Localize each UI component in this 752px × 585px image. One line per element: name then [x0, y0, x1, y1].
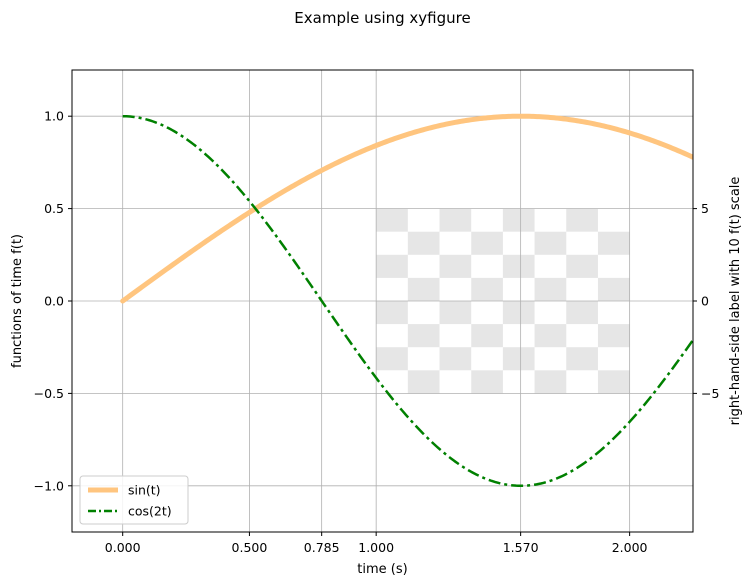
inset-cell: [597, 347, 630, 371]
y-axis-label: functions of time f(t): [10, 234, 25, 368]
inset-cell: [502, 347, 535, 371]
grid: [72, 70, 693, 532]
inset-cell: [566, 208, 599, 232]
inset-cell: [502, 231, 535, 256]
inset-cell: [566, 370, 599, 394]
inset-cell: [502, 277, 535, 302]
inset-cell: [407, 324, 440, 348]
inset-cell: [407, 301, 440, 325]
series-lines: [120, 113, 693, 488]
inset-cell: [534, 277, 567, 302]
y-tick-label: 0.5: [44, 201, 64, 216]
x-tick-label: 1.570: [503, 540, 539, 555]
inset-cell: [471, 347, 504, 371]
inset-cell: [502, 324, 535, 348]
x-tick-label: 1.000: [358, 540, 394, 555]
x-axis-ticks: 0.000 0.500 0.785 1.000 1.570 2.000: [105, 532, 648, 555]
inset-cell: [439, 254, 472, 279]
inset-image: [376, 208, 630, 394]
inset-cell: [597, 370, 630, 394]
y-tick-label: 1.0: [44, 109, 64, 124]
chart-title: Example using xyfigure: [294, 9, 470, 27]
inset-cell: [534, 254, 567, 279]
inset-cell: [566, 301, 599, 325]
inset-cell: [407, 277, 440, 302]
inset-cell: [566, 231, 599, 256]
y-right-tick-label: 0: [701, 294, 709, 309]
inset-cell: [597, 324, 630, 348]
y-right-axis-ticks: −5 0 5: [693, 201, 719, 401]
inset-cell: [471, 277, 504, 302]
inset-cell: [597, 254, 630, 279]
inset-cell: [534, 231, 567, 256]
inset-cell: [502, 370, 535, 394]
inset-cell: [597, 208, 630, 232]
y-tick-label: −1.0: [34, 478, 64, 493]
inset-cell: [534, 370, 567, 394]
inset-cell: [502, 208, 535, 232]
inset-cell: [471, 208, 504, 232]
inset-cell: [376, 301, 409, 325]
x-tick-label: 2.000: [612, 540, 648, 555]
y-right-axis-label: right-hand-side label with 10 f(t) scale: [728, 177, 743, 426]
y-right-tick-label: 5: [701, 201, 709, 216]
legend-label: cos(2t): [128, 504, 172, 519]
inset-cell: [566, 324, 599, 348]
inset-cell: [439, 277, 472, 302]
legend: sin(t) cos(2t): [79, 475, 189, 525]
inset-cell: [534, 208, 567, 232]
series-line-1: [120, 113, 693, 304]
inset-cell: [471, 231, 504, 256]
inset-cell: [376, 277, 409, 302]
inset-cell: [439, 208, 472, 232]
inset-cell: [534, 347, 567, 371]
inset-cell: [407, 347, 440, 371]
inset-cell: [439, 370, 472, 394]
inset-cell: [407, 231, 440, 256]
inset-cell: [471, 254, 504, 279]
inset-cell: [597, 301, 630, 325]
inset-cell: [502, 301, 535, 325]
inset-cell: [376, 324, 409, 348]
inset-cell: [439, 301, 472, 325]
y-right-tick-label: −5: [701, 386, 719, 401]
inset-cell: [376, 208, 409, 232]
x-tick-label: 0.785: [304, 540, 340, 555]
inset-cell: [439, 347, 472, 371]
inset-cell: [471, 301, 504, 325]
inset-cell: [597, 231, 630, 256]
inset-cell: [566, 277, 599, 302]
inset-cell: [502, 254, 535, 279]
y-tick-label: 0.0: [44, 294, 64, 309]
inset-cell: [439, 231, 472, 256]
x-tick-label: 0.500: [232, 540, 268, 555]
legend-label: sin(t): [128, 483, 161, 498]
inset-cell: [566, 254, 599, 279]
inset-cell: [407, 254, 440, 279]
inset-cell: [534, 324, 567, 348]
inset-cell: [534, 301, 567, 325]
inset-cell: [566, 347, 599, 371]
inset-cell: [376, 370, 409, 394]
inset-cell: [471, 324, 504, 348]
inset-cell: [376, 254, 409, 279]
inset-cell: [376, 231, 409, 256]
x-tick-label: 0.000: [105, 540, 141, 555]
inset-cell: [407, 370, 440, 394]
y-tick-label: −0.5: [34, 386, 64, 401]
series-line-2: [122, 114, 693, 488]
inset-cell: [597, 277, 630, 302]
y-axis-ticks: −1.0 −0.5 0.0 0.5 1.0: [34, 109, 72, 493]
x-axis-label: time (s): [357, 562, 407, 577]
inset-cell: [376, 347, 409, 371]
inset-cell: [407, 208, 440, 232]
inset-cell: [439, 324, 472, 348]
inset-cell: [471, 370, 504, 394]
